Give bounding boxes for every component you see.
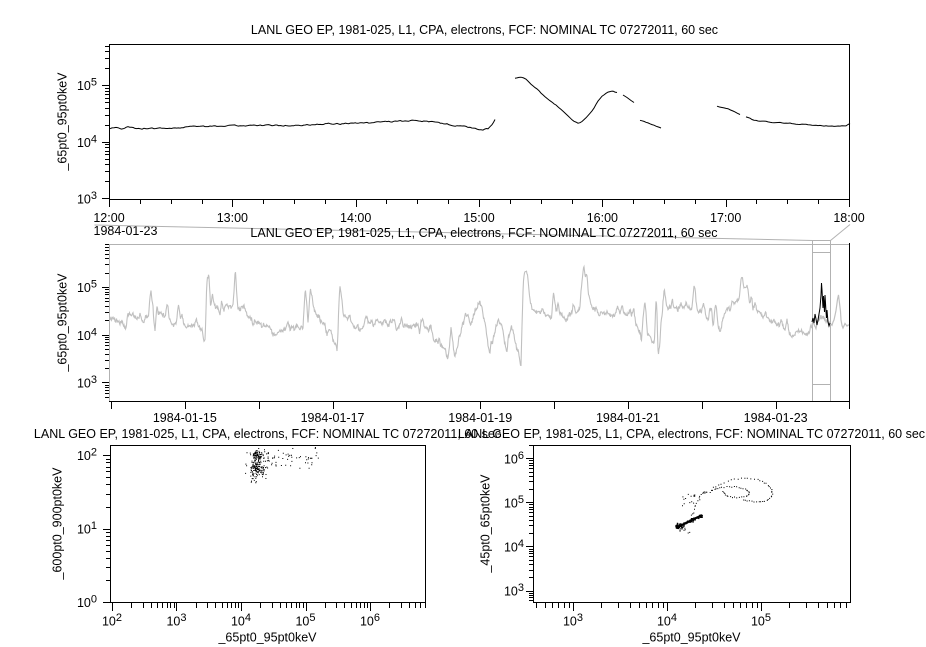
- svg-text:_65pt0_95pt0keV: _65pt0_95pt0keV: [56, 72, 70, 172]
- svg-text:103: 103: [77, 190, 97, 207]
- svg-text:104: 104: [231, 612, 251, 629]
- svg-text:104: 104: [77, 133, 97, 150]
- svg-text:LANL GEO EP, 1981-025, L1, CPA: LANL GEO EP, 1981-025, L1, CPA, electron…: [458, 427, 925, 441]
- svg-text:_45pt0_65pt0keV: _45pt0_65pt0keV: [479, 474, 493, 574]
- svg-text:103: 103: [166, 612, 186, 629]
- svg-text:103: 103: [563, 612, 583, 629]
- svg-text:103: 103: [504, 582, 524, 599]
- svg-text:17:00: 17:00: [710, 211, 741, 225]
- svg-text:103: 103: [77, 374, 97, 391]
- svg-text:1984-01-19: 1984-01-19: [448, 411, 512, 425]
- svg-text:_65pt0_95pt0keV: _65pt0_95pt0keV: [56, 273, 70, 373]
- svg-text:13:00: 13:00: [217, 211, 248, 225]
- svg-text:15:00: 15:00: [463, 211, 494, 225]
- svg-text:1984-01-23: 1984-01-23: [744, 411, 808, 425]
- svg-text:14:00: 14:00: [340, 211, 371, 225]
- svg-text:1984-01-17: 1984-01-17: [301, 411, 365, 425]
- svg-text:104: 104: [77, 326, 97, 343]
- svg-text:1984-01-15: 1984-01-15: [153, 411, 217, 425]
- svg-text:LANL GEO EP, 1981-025, L1, CPA: LANL GEO EP, 1981-025, L1, CPA, electron…: [251, 23, 718, 37]
- svg-text:105: 105: [77, 279, 97, 296]
- svg-text:105: 105: [77, 77, 97, 94]
- svg-text:105: 105: [751, 612, 771, 629]
- svg-text:100: 100: [77, 594, 97, 611]
- svg-text:12:00: 12:00: [93, 211, 124, 225]
- svg-text:104: 104: [657, 612, 677, 629]
- svg-text:102: 102: [102, 612, 122, 629]
- svg-text:105: 105: [295, 612, 315, 629]
- svg-text:_65pt0_95pt0keV: _65pt0_95pt0keV: [641, 631, 741, 645]
- svg-text:106: 106: [360, 612, 380, 629]
- svg-text:16:00: 16:00: [587, 211, 618, 225]
- svg-text:101: 101: [77, 520, 97, 537]
- svg-text:_65pt0_95pt0keV: _65pt0_95pt0keV: [217, 631, 317, 645]
- svg-text:LANL GEO EP, 1981-025, L1, CPA: LANL GEO EP, 1981-025, L1, CPA, electron…: [250, 226, 717, 240]
- svg-text:1984-01-21: 1984-01-21: [596, 411, 660, 425]
- svg-text:102: 102: [77, 447, 97, 464]
- svg-text:106: 106: [504, 450, 524, 467]
- svg-text:104: 104: [504, 538, 524, 555]
- svg-text:1984-01-23: 1984-01-23: [94, 224, 158, 238]
- svg-text:LANL GEO EP, 1981-025, L1, CPA: LANL GEO EP, 1981-025, L1, CPA, electron…: [34, 427, 501, 441]
- svg-text:18:00: 18:00: [833, 211, 864, 225]
- svg-text:_600pt0_900pt0keV: _600pt0_900pt0keV: [51, 467, 65, 581]
- svg-text:105: 105: [504, 494, 524, 511]
